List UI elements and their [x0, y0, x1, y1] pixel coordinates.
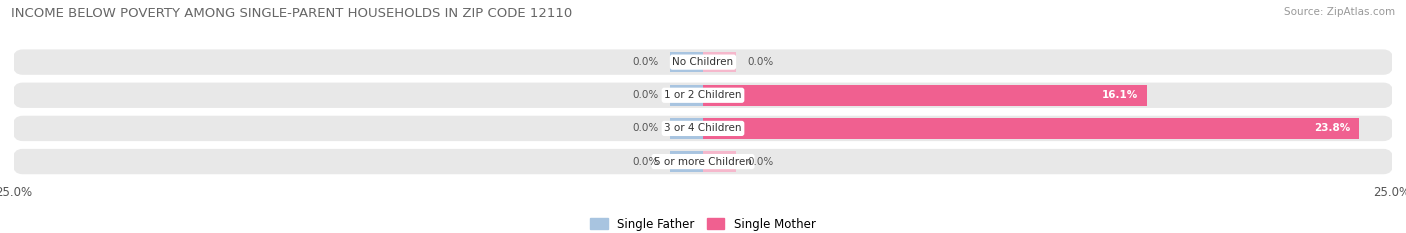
- Text: 0.0%: 0.0%: [747, 157, 773, 167]
- Text: 1 or 2 Children: 1 or 2 Children: [664, 90, 742, 100]
- Bar: [703, 52, 737, 72]
- Text: No Children: No Children: [672, 57, 734, 67]
- FancyBboxPatch shape: [13, 116, 1393, 141]
- Text: 0.0%: 0.0%: [633, 157, 659, 167]
- Text: 0.0%: 0.0%: [747, 57, 773, 67]
- Text: INCOME BELOW POVERTY AMONG SINGLE-PARENT HOUSEHOLDS IN ZIP CODE 12110: INCOME BELOW POVERTY AMONG SINGLE-PARENT…: [11, 7, 572, 20]
- Bar: [669, 52, 703, 72]
- Bar: [703, 151, 737, 172]
- Bar: [669, 85, 703, 106]
- Bar: [703, 85, 1147, 106]
- Text: 3 or 4 Children: 3 or 4 Children: [664, 123, 742, 134]
- Text: Source: ZipAtlas.com: Source: ZipAtlas.com: [1284, 7, 1395, 17]
- Text: 0.0%: 0.0%: [633, 123, 659, 134]
- FancyBboxPatch shape: [13, 149, 1393, 174]
- Text: 16.1%: 16.1%: [1102, 90, 1139, 100]
- Bar: [703, 118, 1358, 139]
- Text: 23.8%: 23.8%: [1315, 123, 1351, 134]
- Bar: [669, 118, 703, 139]
- Text: 5 or more Children: 5 or more Children: [654, 157, 752, 167]
- Text: 0.0%: 0.0%: [633, 90, 659, 100]
- Bar: [669, 151, 703, 172]
- Legend: Single Father, Single Mother: Single Father, Single Mother: [585, 213, 821, 233]
- Text: 0.0%: 0.0%: [633, 57, 659, 67]
- FancyBboxPatch shape: [13, 82, 1393, 108]
- FancyBboxPatch shape: [13, 49, 1393, 75]
